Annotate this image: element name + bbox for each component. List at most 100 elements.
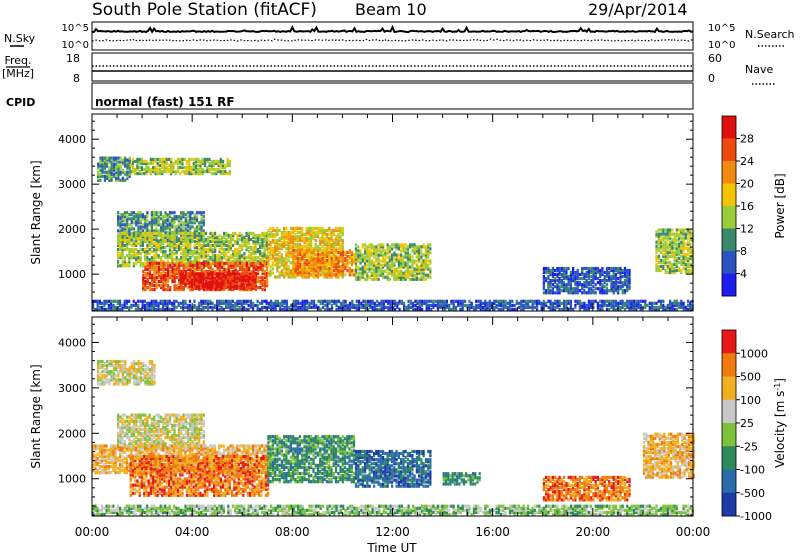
power-cell <box>142 284 145 288</box>
power-cell <box>192 172 195 176</box>
power-cell <box>241 256 244 260</box>
power-cell <box>168 231 172 235</box>
power-cell <box>267 303 270 307</box>
power-cell <box>409 253 412 257</box>
power-cell <box>261 258 264 262</box>
power-cell <box>621 275 624 279</box>
power-cell <box>278 247 281 251</box>
power-cell <box>175 260 178 264</box>
power-cell <box>326 269 329 273</box>
power-cell <box>687 246 690 250</box>
power-cell <box>279 307 282 311</box>
power-cell <box>135 233 138 237</box>
power-cell <box>188 274 191 278</box>
power-cell <box>250 254 253 258</box>
power-cell <box>430 303 433 307</box>
power-cell <box>323 275 326 279</box>
power-cell <box>224 276 227 280</box>
power-cell <box>307 247 311 251</box>
power-cell <box>373 249 376 253</box>
power-cell <box>175 284 179 288</box>
power-cell <box>241 239 244 244</box>
power-cell <box>301 230 304 235</box>
power-cell <box>126 264 129 268</box>
power-cell <box>612 281 615 285</box>
power-cell <box>323 271 326 275</box>
power-cell <box>328 226 331 230</box>
power-cell <box>170 157 173 161</box>
power-cell <box>254 263 257 267</box>
power-cell <box>146 215 149 219</box>
power-cell <box>206 159 209 163</box>
power-cell <box>682 230 685 234</box>
power-cell <box>605 266 609 271</box>
power-cell <box>247 241 250 246</box>
power-cell <box>144 217 147 221</box>
power-cell <box>145 165 148 170</box>
power-cell <box>142 275 145 280</box>
power-cell <box>124 160 127 164</box>
power-cell <box>274 232 277 237</box>
power-cell <box>328 263 331 267</box>
power-cell <box>97 174 100 178</box>
power-cell <box>166 233 169 237</box>
power-cell <box>191 250 194 254</box>
power-cell <box>179 278 182 282</box>
power-cell <box>252 256 255 260</box>
power-cell <box>193 233 196 237</box>
power-cell <box>211 235 214 239</box>
power-cell <box>560 272 563 277</box>
power-cell <box>422 269 425 273</box>
power-cell <box>173 239 176 244</box>
power-cell <box>271 263 274 267</box>
power-cell <box>330 232 333 237</box>
power-cell <box>177 227 181 231</box>
power-cell <box>388 269 391 273</box>
power-cell <box>662 238 665 242</box>
power-cell <box>542 270 545 275</box>
power-cell <box>341 263 345 267</box>
power-cell <box>312 269 315 273</box>
power-cell <box>617 270 620 275</box>
power-cell <box>361 253 364 257</box>
power-cell <box>134 159 137 163</box>
power-cell <box>626 287 629 291</box>
power-cell <box>132 303 135 307</box>
power-cell <box>285 269 288 273</box>
power-cell <box>101 168 104 172</box>
power-cell <box>175 246 178 250</box>
power-cell <box>117 174 120 178</box>
power-cell <box>303 232 306 237</box>
power-cell <box>182 269 185 273</box>
power-cell <box>243 241 246 246</box>
power-cell <box>675 242 678 246</box>
power-cell <box>266 277 269 282</box>
power-cell <box>141 239 144 244</box>
power-cell <box>450 301 453 305</box>
power-cell <box>251 286 254 290</box>
power-cell <box>314 257 318 261</box>
power-cell <box>382 253 385 257</box>
power-cell <box>680 242 683 246</box>
power-cell <box>335 267 338 271</box>
power-cell <box>330 245 333 249</box>
power-cell <box>171 271 174 275</box>
power-cell <box>276 247 279 251</box>
power-cell <box>382 247 385 251</box>
power-cell <box>687 252 690 256</box>
power-cell <box>341 243 344 247</box>
power-cell <box>137 256 140 260</box>
power-cell <box>337 299 340 303</box>
power-cell <box>594 287 597 291</box>
power-cell <box>682 242 685 246</box>
power-cell <box>181 165 184 170</box>
power-cell <box>387 305 390 309</box>
power-cell <box>179 161 182 165</box>
power-cell <box>190 169 193 174</box>
power-cell <box>545 291 548 295</box>
power-cell <box>169 273 172 277</box>
power-cell <box>673 268 676 273</box>
power-cell <box>675 260 678 264</box>
power-cell <box>199 169 202 174</box>
power-cell <box>174 169 177 174</box>
